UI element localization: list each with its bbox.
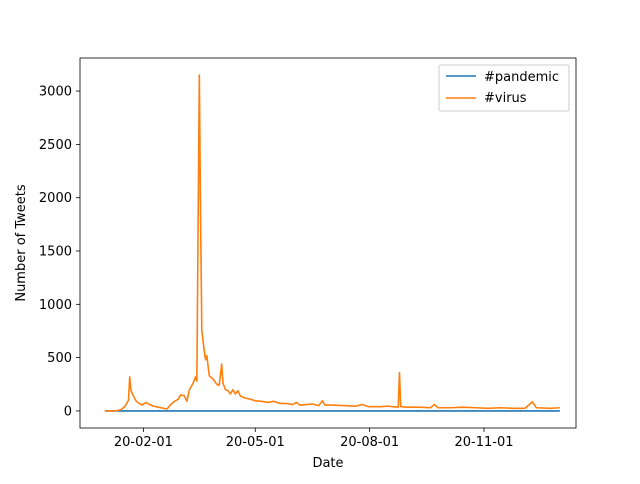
y-tick-label: 0 — [64, 404, 72, 419]
legend: #pandemic #virus — [438, 64, 570, 112]
y-tick-label: 1500 — [39, 244, 72, 259]
plot-area-frame — [79, 57, 577, 429]
y-tick-label: 500 — [47, 351, 72, 366]
y-axis-ticks: 0 500 1000 1500 2000 2500 3000 — [39, 85, 80, 419]
x-axis-label: Date — [312, 456, 343, 471]
legend-label-pandemic: #pandemic — [484, 70, 559, 85]
y-axis-label: Number of Tweets — [14, 184, 29, 302]
y-tick-label: 3000 — [39, 85, 72, 100]
y-tick-label: 2500 — [39, 138, 72, 153]
series-layer — [104, 74, 560, 412]
x-tick-label: 20-11-01 — [455, 435, 514, 450]
series-line-virus — [104, 74, 560, 412]
legend-label-virus: #virus — [484, 91, 527, 106]
x-axis-ticks: 20-02-01 20-05-01 20-08-01 20-11-01 — [114, 428, 514, 450]
y-tick-label: 2000 — [39, 191, 72, 206]
x-tick-label: 20-05-01 — [226, 435, 285, 450]
x-tick-label: 20-02-01 — [114, 435, 173, 450]
x-tick-label: 20-08-01 — [340, 435, 399, 450]
y-tick-label: 1000 — [39, 298, 72, 313]
